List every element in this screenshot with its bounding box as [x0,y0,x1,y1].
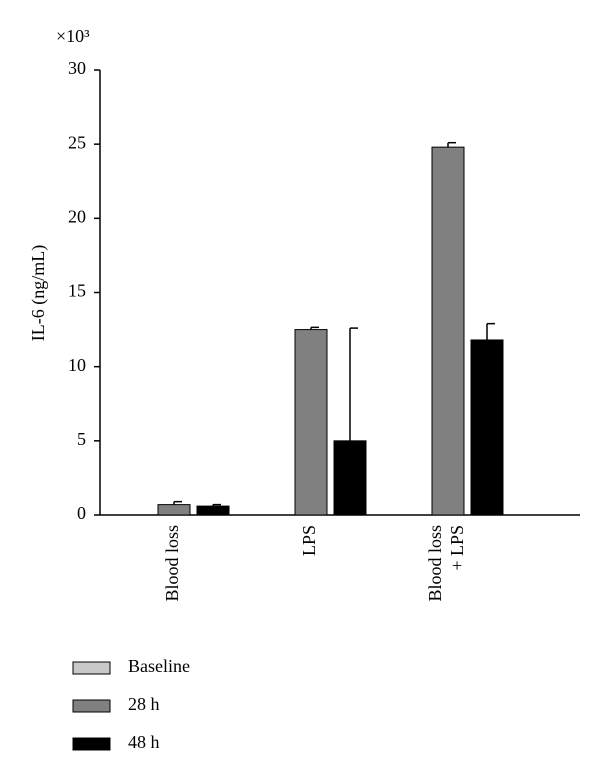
bar [333,440,367,516]
error-bar [486,322,495,340]
legend-label: 48 h [128,732,160,752]
y-tick-label: 15 [68,281,86,301]
error-bar [173,500,182,505]
y-tick-label: 5 [77,429,86,449]
bar [157,504,191,516]
bar [196,505,230,516]
y-axis-label: IL-6 (ng/mL) [28,245,49,341]
legend-swatch [72,737,111,751]
y-tick-label: 0 [77,503,86,523]
y-multiplier: ×10³ [56,26,90,46]
x-tick-label: Blood loss + LPS [425,525,467,602]
error-bar [212,503,221,507]
error-bar [349,327,358,441]
y-tick-label: 30 [68,58,86,78]
error-bar [310,326,319,330]
y-tick-label: 20 [68,206,86,226]
bar [431,146,465,516]
legend-swatch [72,661,111,675]
legend-swatch [72,699,111,713]
y-tick-label: 25 [68,132,86,152]
x-tick-label: Blood loss [162,525,182,602]
error-bar [447,141,456,148]
x-tick-label: LPS [299,525,319,556]
legend-label: Baseline [128,656,190,676]
bar [470,339,504,516]
legend-label: 28 h [128,694,160,714]
bar [294,329,328,516]
y-tick-label: 10 [68,355,86,375]
